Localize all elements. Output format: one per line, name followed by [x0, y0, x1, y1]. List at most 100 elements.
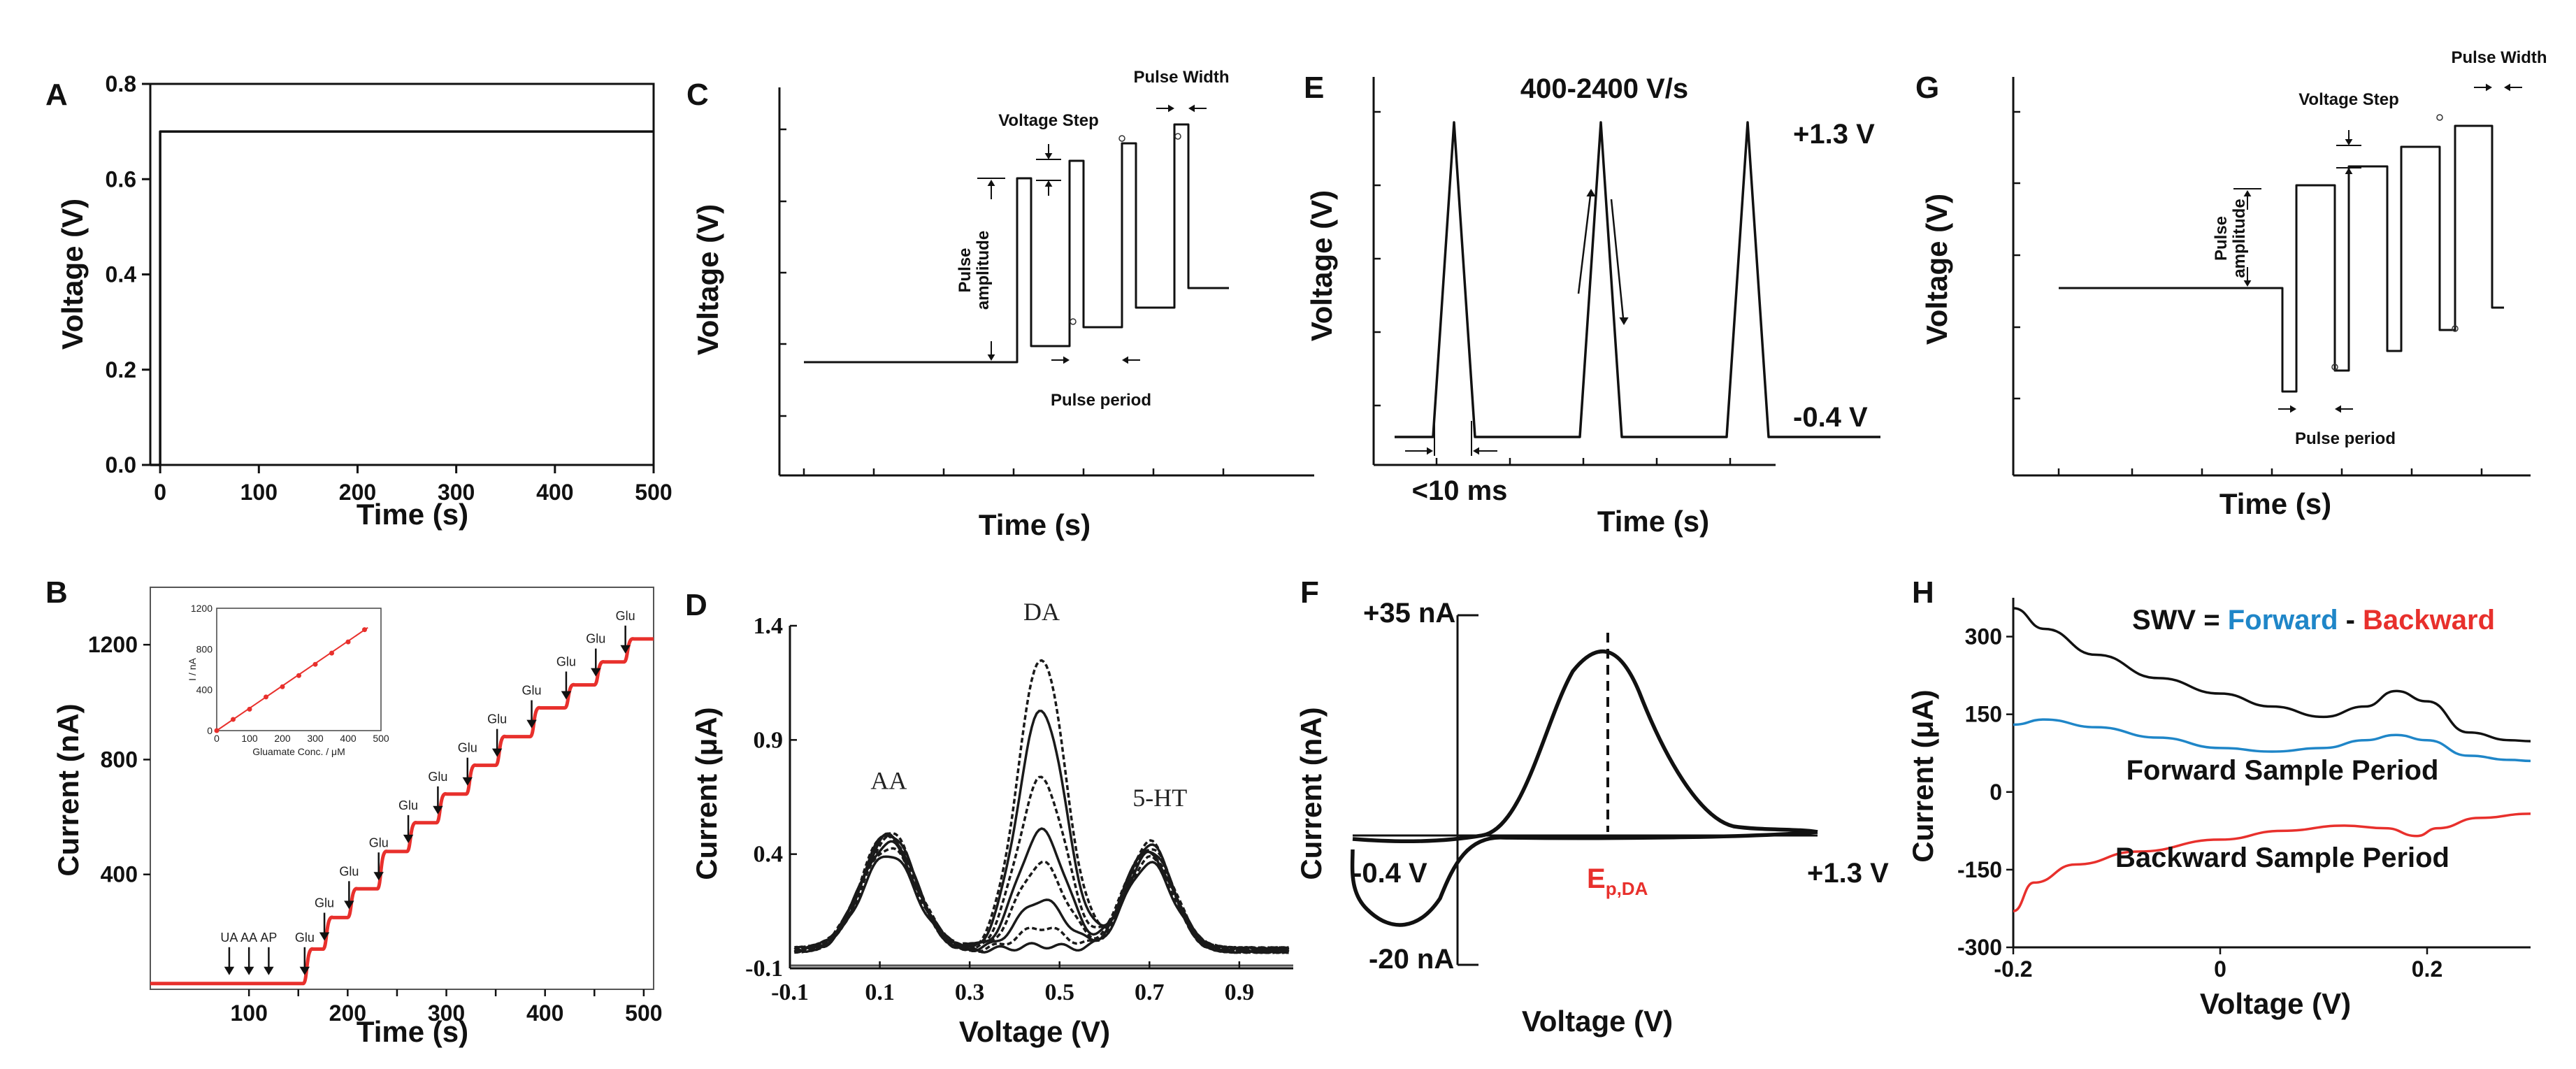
voltammogram-series	[793, 827, 1290, 954]
panel-label: F	[1300, 575, 1319, 610]
glu-arrowhead	[373, 872, 384, 881]
ramp-up-arrow	[1577, 195, 1592, 294]
x-tick-label: 100	[240, 480, 278, 505]
ramp-down-arrowhead	[1619, 317, 1629, 325]
sample-point	[2436, 114, 2443, 121]
inset-x-tick: 300	[307, 733, 324, 744]
inset-y-tick: 400	[196, 684, 213, 696]
glu-arrowhead	[462, 777, 473, 786]
pulse-width-label: Pulse Width	[1133, 68, 1229, 87]
x-tick-label: 200	[339, 480, 376, 505]
inset-fit-line	[216, 626, 368, 731]
y-tick-label: -300	[1957, 935, 2002, 960]
sample-point	[1070, 318, 1077, 325]
glu-label: Glu	[556, 655, 576, 669]
panel-label: E	[1304, 71, 1324, 105]
inset-point	[231, 717, 236, 722]
pw-arrowhead	[1188, 104, 1195, 113]
panel-h: H -300 -150 0 150 300 -0.2 0 0.2 SWV = Forward - …	[1906, 575, 2531, 1020]
panel-label: A	[45, 78, 68, 112]
ramp-down-arrow	[1610, 199, 1625, 319]
panel-d: D -0.1 0.4 0.9 1.4 -0.1 0.1 0.3 0.5 0.7 0.9 AA DA 5-H…	[685, 588, 1293, 1048]
ep-subscript: p,DA	[1606, 878, 1648, 899]
eq-backward: Backward	[2363, 605, 2495, 636]
x-axis-label: Time (s)	[357, 498, 468, 531]
x-tick-label: 100	[230, 1000, 267, 1026]
x-tick-label: 300	[438, 480, 475, 505]
inset-x-tick: 200	[274, 733, 291, 744]
inset-point	[345, 639, 351, 645]
peak-label-da: DA	[1023, 598, 1060, 626]
sample-point	[2331, 364, 2338, 371]
x-tick-label: 500	[625, 1000, 662, 1026]
pulse-amplitude-label: amplitude	[974, 231, 993, 310]
voltammogram-series	[793, 775, 1289, 954]
pulse-width-label: Pulse Width	[2451, 48, 2547, 67]
inset-y-label: I / nA	[187, 657, 198, 680]
step-arrowhead	[2345, 139, 2353, 145]
current-max-label: +35 nA	[1363, 598, 1455, 629]
y-axis-label: Voltage (V)	[56, 199, 89, 350]
x-tick-label: 0.1	[865, 980, 895, 1005]
inset-y-tick: 800	[196, 643, 213, 654]
y-tick-label: 1200	[88, 632, 138, 657]
low-potential-label: -0.4 V	[1793, 402, 1868, 433]
inset-point	[296, 673, 301, 678]
pw-arrowhead	[1168, 104, 1174, 113]
sample-point	[2452, 325, 2459, 332]
period-arrowhead	[1473, 447, 1479, 455]
y-tick-label: 800	[101, 747, 138, 772]
inset-point	[329, 650, 334, 656]
inset-point	[264, 694, 268, 700]
x-tick-label: 0.3	[955, 980, 985, 1005]
interferent-arrowhead	[243, 966, 254, 975]
x-tick-label: 200	[329, 1000, 366, 1026]
ep-main: E	[1587, 863, 1606, 894]
y-axis-label: Voltage (V)	[691, 204, 724, 355]
x-tick-label: -0.1	[771, 980, 809, 1005]
x-tick-label: 500	[635, 480, 672, 505]
glu-label: Glu	[487, 712, 507, 726]
x-tick-label: -0.2	[1994, 956, 2032, 982]
backward-sample-label: Backward Sample Period	[2115, 842, 2449, 873]
glu-arrowhead	[526, 719, 537, 729]
interferent-label: UA	[220, 931, 238, 945]
glu-arrowhead	[620, 645, 631, 654]
series-forward	[2013, 718, 2531, 763]
forward-sample-label: Forward Sample Period	[2127, 755, 2439, 786]
peak-label-5ht: 5-HT	[1132, 784, 1187, 812]
glu-label: Glu	[369, 835, 389, 849]
glu-label: Glu	[428, 770, 447, 784]
y-tick-label: 0.2	[106, 357, 136, 382]
x-tick-label: 0	[2214, 956, 2226, 982]
x-axis-label: Time (s)	[979, 508, 1091, 541]
glu-label: Glu	[458, 741, 477, 755]
panel-label: G	[1915, 71, 1939, 105]
panel-c: C Voltage Step Pulse Width Pulse amplitude Pu…	[686, 68, 1314, 541]
interferent-label: AA	[240, 931, 257, 945]
amp-arrowhead	[987, 354, 995, 361]
inset-y-tick: 0	[207, 725, 213, 736]
sample-point	[1174, 133, 1181, 140]
glu-label: Glu	[339, 864, 359, 878]
interferent-label: AP	[260, 931, 277, 945]
voltage-step-line	[150, 130, 654, 466]
y-tick-label: 0.8	[106, 71, 136, 96]
y-axis-label: Current (nA)	[1295, 707, 1327, 880]
panel-label: C	[686, 78, 709, 112]
period-arrowhead	[2335, 405, 2341, 413]
panel-g: G Voltage Step Pulse Width Pulse amplitude Pu…	[1915, 48, 2547, 520]
period-arrowhead	[1427, 447, 1433, 455]
period-arrowhead	[2290, 405, 2296, 413]
inset-point	[247, 706, 252, 712]
sample-point	[1118, 135, 1125, 142]
y-tick-label: 1.4	[754, 613, 784, 639]
glu-label: Glu	[522, 684, 542, 698]
ramp-up-arrowhead	[1586, 189, 1596, 196]
x-axis-label: Voltage (V)	[959, 1015, 1110, 1048]
x-tick-label: 0.2	[2412, 956, 2442, 982]
glu-arrowhead	[299, 966, 310, 975]
y-tick-label: 0.9	[754, 727, 784, 753]
inset-point	[312, 661, 318, 667]
inset-x-tick: 100	[241, 733, 258, 744]
